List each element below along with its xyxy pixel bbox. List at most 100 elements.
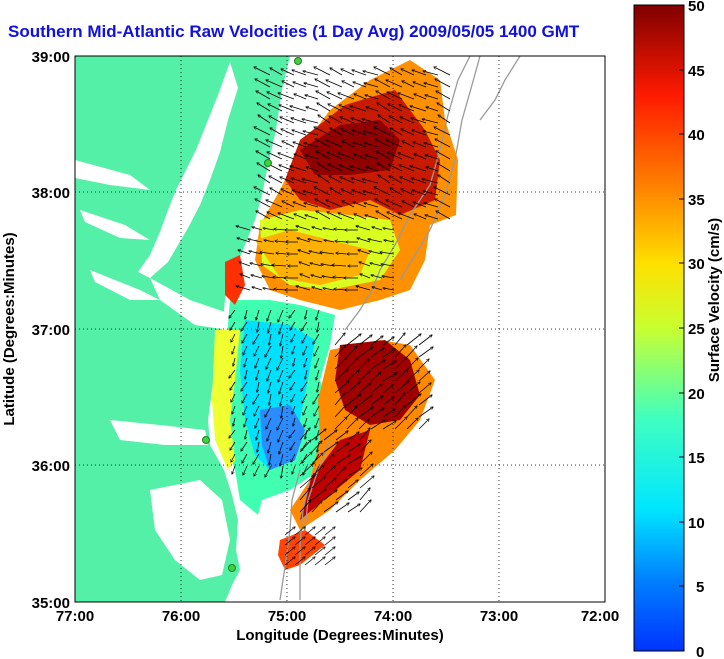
velocity-arrow [311, 501, 322, 513]
velocity-arrow [282, 141, 295, 148]
velocity-arrow [342, 201, 355, 208]
velocity-arrow [318, 115, 331, 124]
velocity-arrow [233, 417, 236, 426]
colorbar-tick-label: 0 [696, 644, 704, 659]
x-tick-label: 73:00 [480, 608, 518, 625]
colorbar-tick-label: 45 [688, 63, 705, 80]
velocity-arrow [418, 419, 429, 430]
velocity-arrow [359, 476, 374, 489]
velocity-arrow [314, 537, 325, 546]
velocity-arrow [436, 211, 451, 220]
velocity-arrow [269, 116, 283, 124]
velocity-arrow [375, 139, 391, 148]
velocity-arrow [370, 263, 383, 267]
velocity-arrow [425, 215, 439, 220]
velocity-arrow [265, 465, 272, 477]
velocity-arrow [245, 429, 248, 439]
velocity-arrow [292, 465, 296, 474]
y-tick-label: 37:00 [32, 322, 70, 339]
velocity-region-delmarva-nearshore [225, 255, 245, 305]
colorbar-tick-label: 15 [688, 450, 705, 467]
velocity-arrow [370, 336, 383, 346]
velocity-arrow [424, 203, 439, 208]
chesapeake-bay [138, 62, 238, 278]
velocity-arrow [323, 228, 335, 231]
velocity-arrow [252, 227, 263, 231]
velocity-arrow [232, 465, 236, 474]
velocity-arrow [256, 309, 260, 320]
velocity-arrow [370, 372, 381, 382]
velocity-arrow [342, 141, 355, 148]
velocity-arrow [279, 165, 295, 172]
velocity-arrow [278, 309, 284, 322]
velocity-arrow [289, 309, 296, 318]
velocity-arrow [274, 289, 287, 290]
x-tick-label: 77:00 [56, 608, 94, 625]
velocity-arrow [354, 94, 367, 100]
velocity-arrow [418, 407, 433, 418]
velocity-arrow [275, 241, 287, 242]
velocity-arrow [280, 393, 284, 406]
velocity-arrow [346, 334, 361, 346]
velocity-arrow [375, 199, 391, 208]
velocity-arrow [242, 393, 248, 403]
velocity-arrow [411, 118, 427, 124]
velocity-arrow [245, 309, 248, 319]
velocity-arrow [284, 527, 295, 536]
velocity-arrow [342, 81, 355, 88]
velocity-arrow [438, 175, 451, 184]
velocity-arrow [304, 83, 319, 88]
velocity-arrow [347, 456, 361, 465]
velocity-arrow [294, 557, 305, 566]
velocity-arrow [347, 504, 360, 513]
velocity-arrow [323, 478, 336, 489]
velocity-arrow [359, 488, 370, 501]
bay-tributary-1 [75, 160, 150, 190]
velocity-arrow [346, 418, 358, 430]
velocity-arrow [358, 335, 372, 346]
velocity-arrow [317, 103, 331, 112]
velocity-arrow [314, 465, 320, 476]
velocity-arrow [263, 288, 275, 291]
velocity-arrow [435, 79, 451, 88]
velocity-arrow [377, 163, 391, 172]
velocity-arrow [394, 405, 406, 418]
velocity-arrow [277, 417, 284, 430]
velocity-arrow [264, 240, 275, 243]
velocity-arrow [233, 357, 236, 366]
velocity-arrow [311, 429, 326, 441]
velocity-arrow [418, 347, 433, 358]
velocity-arrow [399, 105, 415, 112]
velocity-arrow [266, 200, 283, 208]
velocity-arrow [346, 394, 361, 406]
velocity-arrow [435, 199, 451, 208]
velocity-arrow [358, 371, 370, 382]
velocity-arrow [301, 381, 308, 391]
velocity-arrow [312, 287, 323, 291]
velocity-arrow [269, 453, 272, 465]
velocity-arrow [294, 214, 307, 220]
x-tick-label: 74:00 [374, 608, 412, 625]
velocity-arrow [330, 188, 343, 196]
velocity-arrow [312, 227, 323, 231]
velocity-arrow [394, 369, 408, 382]
velocity-arrow [243, 345, 248, 355]
velocity-arrow [267, 429, 272, 441]
colorbar-tick-label: 30 [688, 256, 705, 273]
velocity-arrow [366, 167, 379, 172]
velocity-arrow [306, 167, 319, 172]
velocity-arrow [335, 467, 346, 477]
velocity-arrow [316, 91, 331, 100]
velocity-arrow [314, 557, 325, 566]
velocity-arrow [386, 140, 403, 148]
velocity-arrow [358, 407, 373, 418]
velocity-arrow [358, 395, 372, 406]
velocity-arrow [423, 191, 439, 196]
velocity-arrow [292, 70, 307, 76]
velocity-arrow [257, 381, 260, 392]
velocity-arrow [277, 357, 284, 370]
velocity-arrow [438, 115, 451, 124]
velocity-arrow [314, 345, 320, 356]
velocity-arrow [335, 455, 350, 465]
velocity-arrow [399, 165, 415, 172]
